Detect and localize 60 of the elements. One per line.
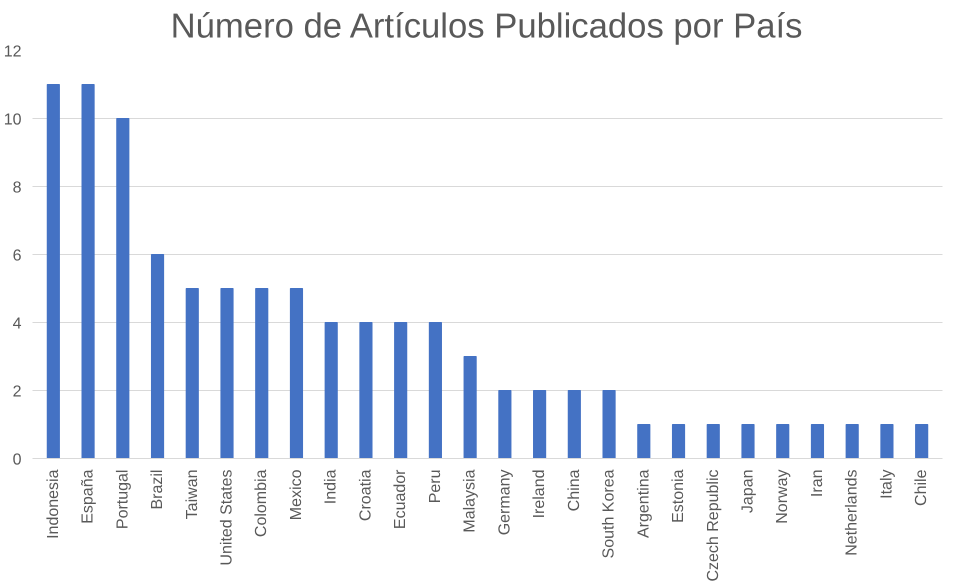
x-tick-label: United States [218, 469, 236, 566]
bar [776, 424, 790, 458]
x-tick-label: Argentina [635, 469, 652, 538]
x-tick-label: Norway [774, 470, 792, 524]
bar [846, 424, 859, 458]
bar [46, 84, 60, 458]
bar [880, 424, 894, 458]
x-tick-label: Japan [739, 470, 756, 514]
y-tick-label: 6 [12, 248, 22, 264]
bar [359, 322, 373, 458]
bar [706, 424, 720, 458]
bar [186, 288, 199, 458]
bar [150, 254, 164, 458]
x-tick-label: Germany [496, 470, 514, 536]
x-tick-label: Mexico [288, 469, 305, 520]
y-tick-label: 12 [4, 44, 22, 60]
bar [220, 288, 234, 458]
x-tick-label: Colombia [253, 469, 270, 538]
bar [915, 424, 928, 458]
chart-title: Número de Artículos Publicados por País [170, 8, 802, 46]
bar [428, 322, 442, 458]
x-tick-label: Czech Republic [704, 469, 722, 582]
x-tick-label: Peru [426, 470, 444, 504]
x-tick-label: Iran [808, 469, 826, 498]
bar [81, 84, 95, 458]
bar [741, 424, 755, 458]
x-tick-label: Portugal [114, 470, 132, 530]
bar [116, 118, 130, 458]
x-tick-label: Ireland [531, 470, 548, 518]
x-tick-label: Netherlands [844, 469, 861, 556]
y-tick-label: 2 [12, 384, 22, 400]
x-tick-label: China [566, 469, 583, 512]
y-tick-label: 4 [12, 316, 22, 332]
bar [255, 288, 268, 458]
y-tick-label: 10 [4, 112, 22, 128]
x-tick-label: Brazil [149, 469, 166, 510]
bar [498, 390, 512, 458]
x-tick-label: Taiwan [184, 469, 201, 520]
bar [672, 424, 686, 458]
x-tick-label: India [322, 469, 340, 504]
x-tick-label: Ecuador [392, 468, 410, 530]
bar [533, 390, 546, 458]
x-tick-label: Malaysia [462, 469, 479, 533]
bar [394, 322, 408, 458]
bar [602, 390, 616, 458]
bar [290, 288, 304, 458]
x-tick-label: Estonia [670, 469, 688, 523]
x-tick-label: South Korea [600, 469, 618, 558]
x-tick-label: Croatia [357, 469, 374, 522]
x-tick-label: Indonesia [44, 469, 62, 539]
x-tick-label: España [80, 469, 97, 524]
bar [637, 424, 650, 458]
bar [464, 356, 477, 458]
bar [810, 424, 824, 458]
x-tick-label: Italy [878, 470, 896, 499]
bar [568, 390, 581, 458]
y-tick-label: 8 [12, 180, 22, 196]
y-tick-label: 0 [12, 452, 22, 468]
bar [324, 322, 338, 458]
x-tick-label: Chile [913, 469, 930, 506]
